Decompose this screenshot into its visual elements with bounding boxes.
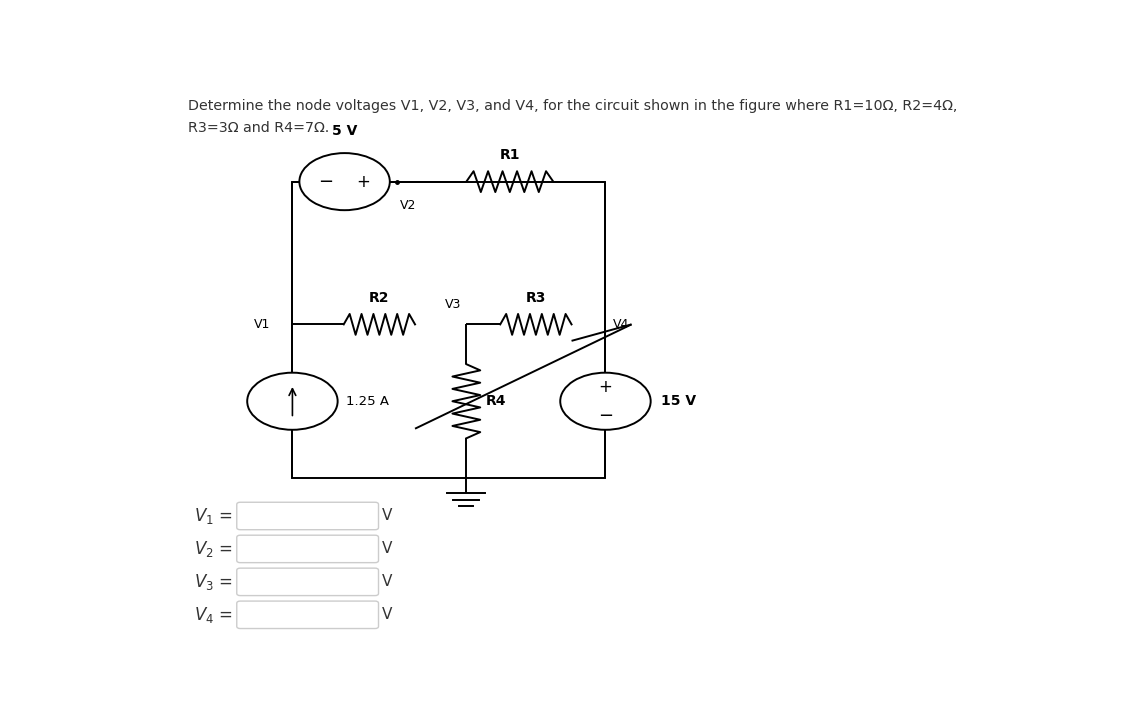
Text: $V_{1}$ =: $V_{1}$ = <box>194 506 233 526</box>
FancyBboxPatch shape <box>237 568 378 595</box>
Bar <box>293 182 606 478</box>
Text: +: + <box>357 173 370 190</box>
FancyBboxPatch shape <box>237 601 378 629</box>
Text: 15: 15 <box>250 607 269 622</box>
Text: $V_{2}$ =: $V_{2}$ = <box>194 539 233 559</box>
Text: Number: Number <box>250 508 310 523</box>
Text: R3: R3 <box>526 291 546 305</box>
Text: R4: R4 <box>486 394 506 409</box>
Circle shape <box>560 373 651 430</box>
Text: +: + <box>598 378 613 396</box>
Text: 12: 12 <box>250 575 269 590</box>
FancyBboxPatch shape <box>237 502 378 530</box>
Circle shape <box>300 153 389 210</box>
Text: V4: V4 <box>613 318 628 331</box>
Text: $V_{3}$ =: $V_{3}$ = <box>194 572 233 592</box>
Text: $V_{4}$ =: $V_{4}$ = <box>194 605 233 625</box>
Text: V: V <box>381 508 393 523</box>
FancyBboxPatch shape <box>237 535 378 563</box>
Text: Determine the node voltages V1, V2, V3, and V4, for the circuit shown in the fig: Determine the node voltages V1, V2, V3, … <box>188 99 957 113</box>
Text: V: V <box>381 575 393 590</box>
Text: R1: R1 <box>499 148 521 163</box>
Text: R3=3Ω and R4=7Ω.: R3=3Ω and R4=7Ω. <box>188 121 330 135</box>
Text: V3: V3 <box>444 297 461 311</box>
Text: V1: V1 <box>255 318 270 331</box>
Text: Number: Number <box>250 541 310 556</box>
Text: 1.25 A: 1.25 A <box>347 395 389 408</box>
Circle shape <box>247 373 338 430</box>
Text: −: − <box>318 173 333 190</box>
Text: −: − <box>598 406 613 424</box>
Text: V: V <box>381 607 393 622</box>
Text: V2: V2 <box>401 199 416 212</box>
Text: 15 V: 15 V <box>661 394 697 409</box>
Text: V: V <box>381 541 393 556</box>
Text: R2: R2 <box>369 291 389 305</box>
Text: 5 V: 5 V <box>332 124 357 138</box>
